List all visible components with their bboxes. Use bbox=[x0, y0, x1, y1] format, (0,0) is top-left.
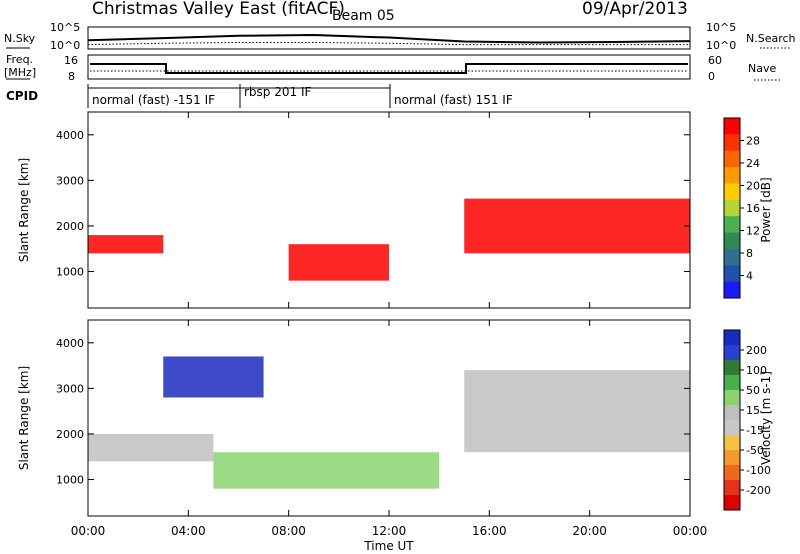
power-colorbar-swatch bbox=[724, 134, 740, 152]
power-colorbar-swatch bbox=[724, 199, 740, 217]
power-ytick-label: 4000 bbox=[56, 129, 84, 142]
velocity-ytick-label: 4000 bbox=[56, 337, 84, 350]
freq-label-line1: Freq. bbox=[6, 53, 33, 66]
power-ytick-label: 3000 bbox=[56, 174, 84, 187]
velocity-colorbar-label: Velocity [m s-1] bbox=[759, 371, 773, 465]
velocity-ytick-label: 1000 bbox=[56, 474, 84, 487]
x-tick-label: 00:00 bbox=[673, 524, 708, 538]
power-colorbar-tick-label: 12 bbox=[746, 225, 760, 238]
velocity-colorbar-swatch bbox=[724, 360, 740, 376]
x-tick-label: 20:00 bbox=[572, 524, 607, 538]
velocity-ytick-label: 2000 bbox=[56, 428, 84, 441]
velocity-colorbar-tick-label: 200 bbox=[746, 344, 767, 357]
power-colorbar-swatch bbox=[724, 248, 740, 266]
power-colorbar-swatch bbox=[724, 167, 740, 184]
velocity-panel: 4000 3000 2000 1000 Slant Range [km] 200 100… bbox=[17, 319, 773, 517]
power-colorbar-tick-label: 28 bbox=[746, 135, 760, 148]
x-tick-label: 08:00 bbox=[271, 524, 306, 538]
power-colorbar-swatch bbox=[724, 183, 740, 201]
x-axis: 00:00 04:00 08:00 12:00 16:00 20:00 00:00 bbox=[71, 112, 708, 538]
velocity-band bbox=[213, 452, 440, 489]
velocity-colorbar-swatch bbox=[724, 330, 740, 346]
x-axis-label: Time UT bbox=[363, 539, 414, 553]
noise-right-label: N.Search bbox=[746, 32, 796, 45]
cpid-panel: CPID normal (fast) -151 IF rbsp 201 IF n… bbox=[6, 84, 513, 108]
power-ytick-label: 1000 bbox=[56, 266, 84, 279]
power-colorbar-swatch bbox=[724, 118, 740, 135]
freq-line bbox=[90, 63, 688, 74]
beam-label: Beam 05 bbox=[332, 8, 395, 24]
power-colorbar-tick-label: 16 bbox=[746, 202, 760, 215]
power-ylabel: Slant Range [km] bbox=[17, 158, 31, 262]
freq-panel: Freq. [MHz] 16 8 60 0 Nave bbox=[4, 53, 780, 83]
velocity-band bbox=[163, 356, 264, 398]
power-panel: 4000 3000 2000 1000 Slant Range [km] 28 24 20… bbox=[17, 111, 773, 309]
noise-panel: N.Sky 10^5 10^0 10^5 10^0 N.Search bbox=[4, 21, 796, 52]
power-colorbar-swatch bbox=[724, 232, 740, 250]
date-label: 09/Apr/2013 bbox=[582, 0, 688, 19]
power-colorbar-tick-label: 24 bbox=[746, 157, 760, 170]
velocity-colorbar-swatch bbox=[724, 420, 740, 436]
x-tick-label: 04:00 bbox=[171, 524, 206, 538]
velocity-colorbar-tick-label: -100 bbox=[746, 464, 771, 477]
power-colorbar-label: Power [dB] bbox=[759, 177, 773, 242]
plot-title: Christmas Valley East (fitACF) bbox=[92, 0, 345, 19]
velocity-colorbar-tick-label: 100 bbox=[746, 364, 767, 377]
velocity-colorbar-tick-label: -50 bbox=[746, 444, 764, 457]
power-colorbar-swatch bbox=[724, 150, 740, 168]
noise-right-tick-bottom: 10^0 bbox=[706, 39, 736, 52]
freq-tick-top: 16 bbox=[64, 54, 78, 67]
power-colorbar-tick-label: 20 bbox=[746, 180, 760, 193]
cpid-segment-3: normal (fast) 151 IF bbox=[394, 93, 513, 107]
noise-left-tick-bottom: 10^0 bbox=[50, 39, 80, 52]
velocity-marks bbox=[88, 356, 690, 489]
cpid-label: CPID bbox=[6, 89, 38, 103]
velocity-colorbar-swatch bbox=[724, 480, 740, 496]
nave-label: Nave bbox=[748, 62, 776, 75]
velocity-colorbar-tick-label: 50 bbox=[746, 384, 760, 397]
cpid-segment-2: rbsp 201 IF bbox=[244, 85, 311, 99]
x-tick-label: 16:00 bbox=[472, 524, 507, 538]
power-colorbar-tick-label: 8 bbox=[746, 247, 753, 260]
velocity-colorbar-frame bbox=[723, 329, 741, 511]
power-band bbox=[88, 235, 164, 254]
velocity-colorbar-tick-label: -200 bbox=[746, 484, 771, 497]
velocity-band bbox=[464, 370, 690, 453]
freq-label-line2: [MHz] bbox=[4, 66, 36, 79]
noise-left-tick-top: 10^5 bbox=[50, 21, 80, 34]
power-band bbox=[464, 198, 690, 254]
n-search-line bbox=[87, 42, 690, 46]
power-marks bbox=[88, 198, 690, 281]
cpid-segment-1: normal (fast) -151 IF bbox=[92, 93, 215, 107]
power-colorbar-swatch bbox=[724, 281, 740, 299]
n-sky-line bbox=[87, 34, 691, 44]
velocity-colorbar-swatch bbox=[724, 435, 740, 451]
velocity-colorbar-swatch bbox=[724, 405, 740, 421]
x-tick-label: 12:00 bbox=[372, 524, 407, 538]
velocity-colorbar-swatch bbox=[724, 450, 740, 466]
velocity-colorbar-swatch bbox=[724, 495, 740, 511]
power-colorbar-swatch bbox=[724, 216, 740, 234]
nave-tick-top: 60 bbox=[708, 54, 722, 67]
noise-left-label: N.Sky bbox=[4, 32, 36, 45]
x-tick-label: 00:00 bbox=[71, 524, 106, 538]
velocity-colorbar-tick-label: 15 bbox=[746, 404, 760, 417]
power-band bbox=[288, 244, 389, 281]
velocity-colorbar-swatch bbox=[724, 345, 740, 361]
velocity-colorbar-swatch bbox=[724, 375, 740, 391]
velocity-colorbar-swatch bbox=[724, 390, 740, 406]
velocity-colorbar-swatch bbox=[724, 465, 740, 481]
power-colorbar-tick-label: 4 bbox=[746, 270, 753, 283]
velocity-band bbox=[88, 433, 214, 462]
velocity-ytick-label: 3000 bbox=[56, 382, 84, 395]
velocity-colorbar-tick-label: -15 bbox=[746, 424, 764, 437]
power-ytick-label: 2000 bbox=[56, 220, 84, 233]
nave-tick-bottom: 0 bbox=[708, 70, 715, 83]
velocity-ylabel: Slant Range [km] bbox=[17, 366, 31, 470]
noise-right-tick-top: 10^5 bbox=[706, 21, 736, 34]
power-colorbar-swatch bbox=[724, 265, 740, 283]
freq-tick-bottom: 8 bbox=[68, 70, 75, 83]
